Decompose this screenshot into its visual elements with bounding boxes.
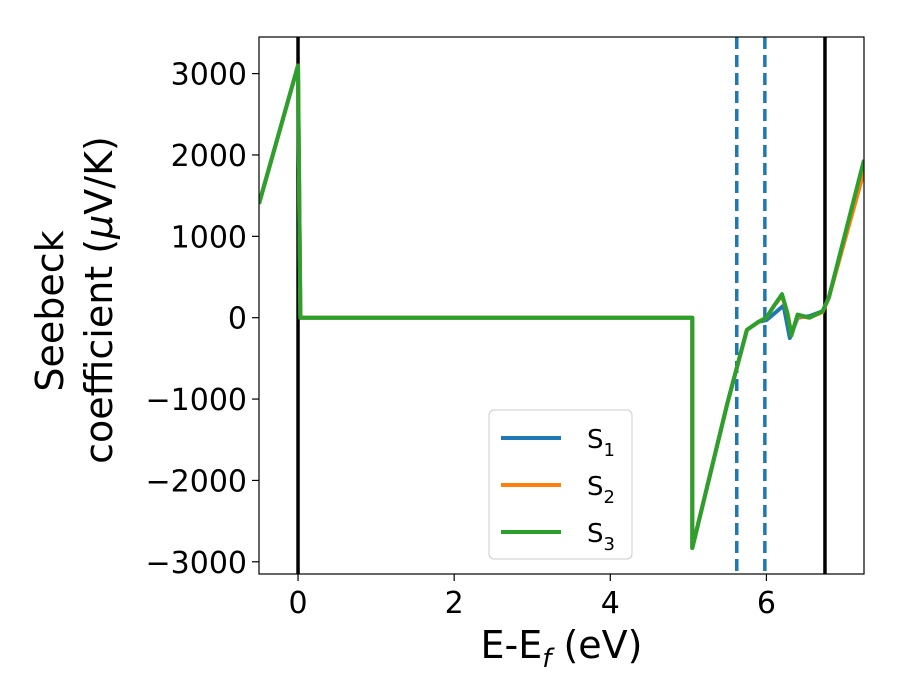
y-tick-label: 0 (228, 302, 247, 337)
y-axis-label: Seebeck coefficient (μV/K) (28, 136, 121, 464)
y-tick-label: −3000 (146, 546, 247, 581)
y-tick-label: 2000 (171, 139, 247, 174)
x-tick-label: 2 (445, 586, 464, 621)
legend-label-2: S2 (587, 472, 615, 508)
axis-ticks: 0 2 4 6 3000 2000 1000 0 −1000 −2000 −3000 (146, 58, 776, 621)
x-tick-label: 0 (288, 586, 307, 621)
x-tick-label: 6 (757, 586, 776, 621)
series-line-3 (259, 63, 864, 550)
x-axis-label: E-Ef (eV) (481, 623, 643, 674)
legend-label-1: S1 (587, 425, 615, 461)
y-tick-label: −2000 (146, 464, 247, 499)
plot-frame (258, 36, 865, 575)
legend: S1 S2 S3 (488, 409, 633, 560)
y-tick-label: −1000 (146, 383, 247, 418)
y-tick-label: 3000 (171, 58, 247, 93)
y-tick-label: 1000 (171, 220, 247, 255)
y-axis-label-line1: Seebeck (28, 230, 72, 391)
x-tick-label: 4 (601, 586, 620, 621)
y-axis-label-line2: coefficient (μV/K) (77, 136, 121, 464)
legend-label-3: S3 (587, 519, 615, 555)
plot-area (259, 37, 864, 574)
